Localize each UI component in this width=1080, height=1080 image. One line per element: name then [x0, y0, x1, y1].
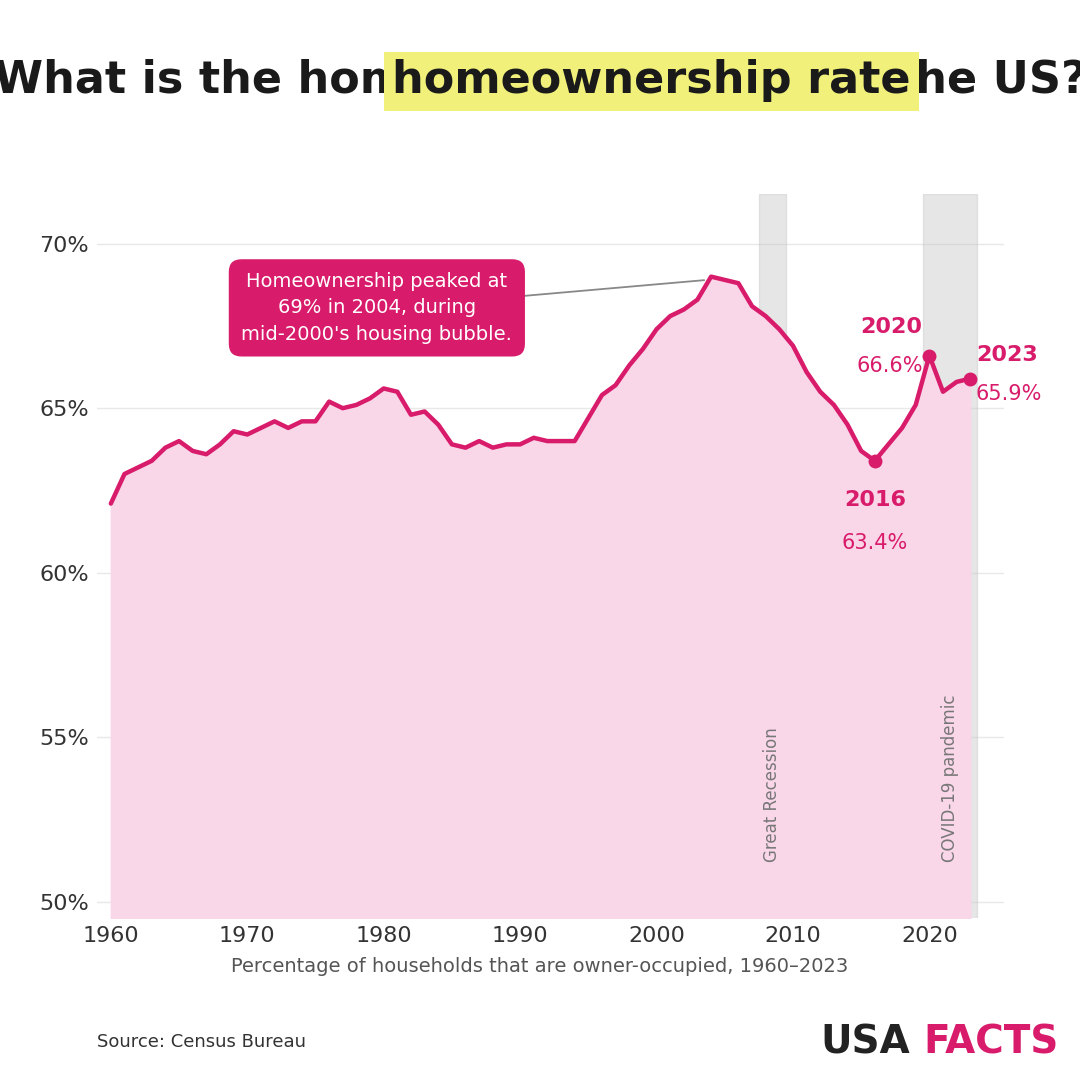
Text: 2016: 2016: [843, 490, 906, 511]
Text: 65.9%: 65.9%: [975, 383, 1042, 404]
Text: USA: USA: [821, 1023, 910, 1062]
Text: Source: Census Bureau: Source: Census Bureau: [97, 1034, 307, 1051]
Bar: [759, 194, 786, 918]
Text: Homeownership peaked at
69% in 2004, during
mid-2000's housing bubble.: Homeownership peaked at 69% in 2004, dur…: [242, 272, 512, 343]
Text: Percentage of households that are owner-occupied, 1960–2023: Percentage of households that are owner-…: [231, 957, 849, 976]
Text: 63.4%: 63.4%: [841, 534, 908, 553]
Text: Great Recession: Great Recession: [764, 727, 782, 862]
Text: What is the homeownership rate in the US?: What is the homeownership rate in the US…: [0, 59, 1080, 103]
Bar: [922, 194, 977, 918]
Text: 2023: 2023: [975, 346, 1038, 365]
Text: homeownership rate: homeownership rate: [392, 59, 910, 103]
Text: 2020: 2020: [861, 318, 922, 337]
Text: COVID-19 pandemic: COVID-19 pandemic: [941, 694, 959, 862]
Text: 66.6%: 66.6%: [856, 355, 922, 376]
Text: FACTS: FACTS: [923, 1023, 1058, 1062]
